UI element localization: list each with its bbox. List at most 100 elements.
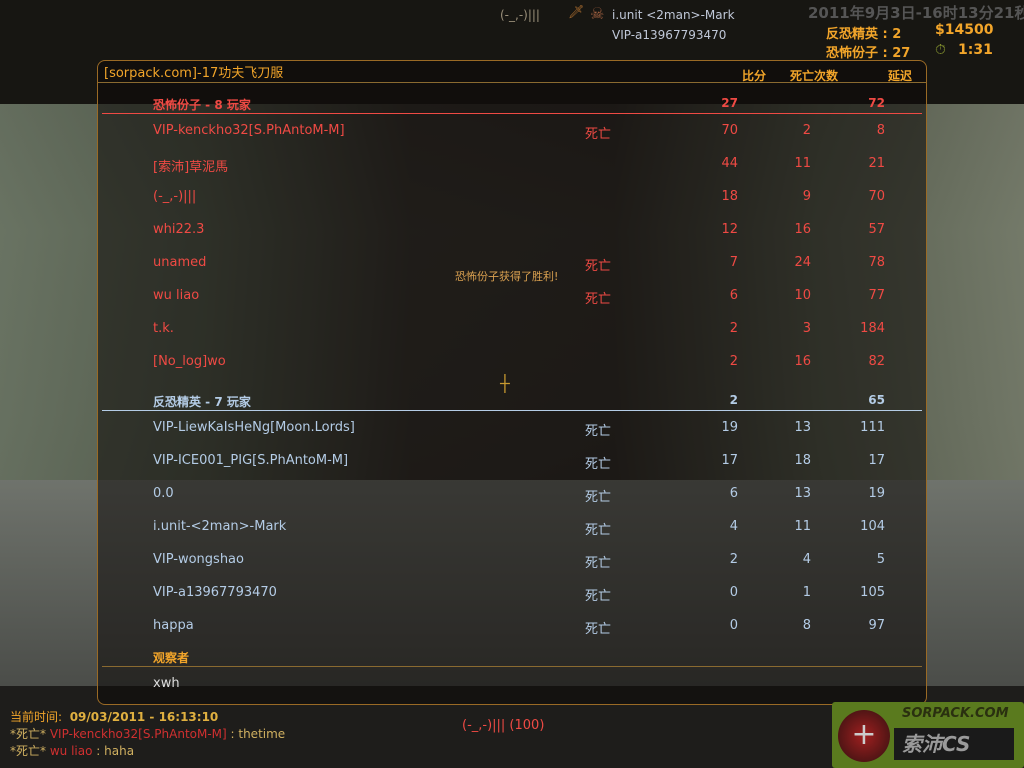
player-row-score: 44 <box>721 156 738 171</box>
player-row[interactable]: whi22.3 12 16 57 <box>0 222 1024 242</box>
hud-timer: 1:31 <box>958 42 993 58</box>
player-row[interactable]: wu liao 死亡 6 10 77 <box>0 288 1024 308</box>
player-row-status: 死亡 <box>585 622 612 637</box>
player-row-status: 死亡 <box>585 424 612 439</box>
player-row-name: VIP-LiewKaIsHeNg[Moon.Lords] <box>153 420 355 435</box>
player-row-name: VIP-wongshao <box>153 552 244 567</box>
player-row[interactable]: t.k. 2 3 184 <box>0 321 1024 341</box>
player-row-deaths: 9 <box>802 189 811 204</box>
killfeed-victim: VIP-a13967793470 <box>612 28 727 42</box>
player-row[interactable]: unamed 死亡 7 24 78 <box>0 255 1024 275</box>
column-deaths: 死亡次数 <box>790 69 839 83</box>
player-row-score: 18 <box>721 189 738 204</box>
player-row-ping: 17 <box>868 453 885 468</box>
player-row-ping: 111 <box>860 420 885 435</box>
spectator-row[interactable]: xwh <box>153 676 180 691</box>
team-header-t: 恐怖份子 - 8 玩家 27 72 <box>0 96 1024 116</box>
killfeed-killer: (-_,-)||| <box>500 8 540 22</box>
player-row-deaths: 16 <box>794 222 811 237</box>
player-row[interactable]: (-_,-)||| 18 9 70 <box>0 189 1024 209</box>
player-row-name: happa <box>153 618 194 633</box>
player-row-name: whi22.3 <box>153 222 205 237</box>
chat-prefix: *死亡* <box>10 727 47 741</box>
player-row-deaths: 11 <box>794 156 811 171</box>
player-row[interactable]: VIP-LiewKaIsHeNg[Moon.Lords] 死亡 19 13 111 <box>0 420 1024 440</box>
hud-datetime: 2011年9月3日-16时13分21秒 <box>808 4 1024 22</box>
hud-money: $14500 <box>935 22 994 38</box>
player-row-name: t.k. <box>153 321 174 336</box>
player-row-score: 2 <box>729 321 738 336</box>
stopwatch-icon: ⏱ <box>935 42 946 58</box>
player-row-deaths: 13 <box>794 486 811 501</box>
player-row[interactable]: 0.0 死亡 6 13 19 <box>0 486 1024 506</box>
killfeed-victim: i.unit <2man>-Mark <box>612 8 735 22</box>
player-row[interactable]: VIP-a13967793470 死亡 0 1 105 <box>0 585 1024 605</box>
player-row-score: 12 <box>721 222 738 237</box>
player-row-deaths: 16 <box>794 354 811 369</box>
player-row-ping: 184 <box>860 321 885 336</box>
chat-time-label: 当前时间: <box>10 710 63 724</box>
player-row-deaths: 3 <box>802 321 811 336</box>
player-row[interactable]: i.unit-<2man>-Mark 死亡 4 11 104 <box>0 519 1024 539</box>
column-score: 比分 <box>742 69 767 83</box>
player-row-status: 死亡 <box>585 127 612 142</box>
player-row-deaths: 24 <box>794 255 811 270</box>
player-row-ping: 21 <box>868 156 885 171</box>
player-row-name: VIP-a13967793470 <box>153 585 277 600</box>
crosshair-icon: ┼ <box>500 374 510 393</box>
logo-emblem-icon: + <box>838 710 890 762</box>
player-row-deaths: 1 <box>802 585 811 600</box>
player-row-score: 70 <box>721 123 738 138</box>
player-row-status: 死亡 <box>585 490 612 505</box>
chat-time-line: 当前时间: 09/03/2011 - 16:13:10 <box>10 708 218 725</box>
chat-line: *死亡* wu liao : haha <box>10 742 134 759</box>
team-header-ct-ping: 65 <box>868 393 885 407</box>
player-row-status: 死亡 <box>585 589 612 604</box>
player-row-ping: 8 <box>876 123 885 138</box>
player-row-deaths: 18 <box>794 453 811 468</box>
team-header-t-name: 恐怖份子 - 8 玩家 <box>153 98 251 112</box>
player-row-name: 0.0 <box>153 486 174 501</box>
player-row-score: 4 <box>729 519 738 534</box>
player-row-ping: 70 <box>868 189 885 204</box>
player-row-ping: 104 <box>860 519 885 534</box>
player-row-status: 死亡 <box>585 457 612 472</box>
server-title: [sorpack.com]-17功夫飞刀服 <box>104 66 284 81</box>
player-row[interactable]: [No_log]wo 2 16 82 <box>0 354 1024 374</box>
team-header-t-score: 27 <box>721 96 738 110</box>
player-row-deaths: 4 <box>802 552 811 567</box>
player-row[interactable]: VIP-ICE001_PIG[S.PhAntoM-M] 死亡 17 18 17 <box>0 453 1024 473</box>
player-row-status: 死亡 <box>585 556 612 571</box>
team-divider <box>102 113 922 114</box>
logo-text: 索沛CS <box>894 728 1014 760</box>
player-row[interactable]: happa 死亡 0 8 97 <box>0 618 1024 638</box>
player-row-score: 6 <box>729 486 738 501</box>
player-row-ping: 57 <box>868 222 885 237</box>
player-row-name: i.unit-<2man>-Mark <box>153 519 287 534</box>
player-row[interactable]: VIP-wongshao 死亡 2 4 5 <box>0 552 1024 572</box>
team-divider <box>102 410 922 411</box>
player-row[interactable]: [索沛]草泥馬 44 11 21 <box>0 156 1024 176</box>
player-row-score: 2 <box>729 552 738 567</box>
chat-message: : thetime <box>226 727 286 741</box>
player-row-name: [No_log]wo <box>153 354 226 369</box>
player-row-score: 19 <box>721 420 738 435</box>
spectating-target: (-_,-)||| (100) <box>462 718 545 733</box>
player-row-score: 0 <box>729 585 738 600</box>
scoreboard-panel <box>97 60 927 705</box>
team-header-ct-score: 2 <box>729 393 738 407</box>
player-row-score: 7 <box>729 255 738 270</box>
player-row-name: (-_,-)||| <box>153 189 197 204</box>
player-row-ping: 78 <box>868 255 885 270</box>
center-message: 恐怖份子获得了胜利! <box>455 270 559 283</box>
player-row[interactable]: VIP-kenckho32[S.PhAntoM-M] 死亡 70 2 8 <box>0 123 1024 143</box>
player-row-score: 17 <box>721 453 738 468</box>
spectators-divider <box>102 666 922 667</box>
player-row-deaths: 8 <box>802 618 811 633</box>
chat-name: wu liao <box>49 744 93 758</box>
logo-text: SORPACK.COM <box>902 706 1009 721</box>
player-row-score: 6 <box>729 288 738 303</box>
hud-t-score: 恐怖份子 : 27 <box>826 46 911 61</box>
chat-name: VIP-kenckho32[S.PhAntoM-M] <box>49 727 227 741</box>
column-ping: 延迟 <box>888 69 913 83</box>
